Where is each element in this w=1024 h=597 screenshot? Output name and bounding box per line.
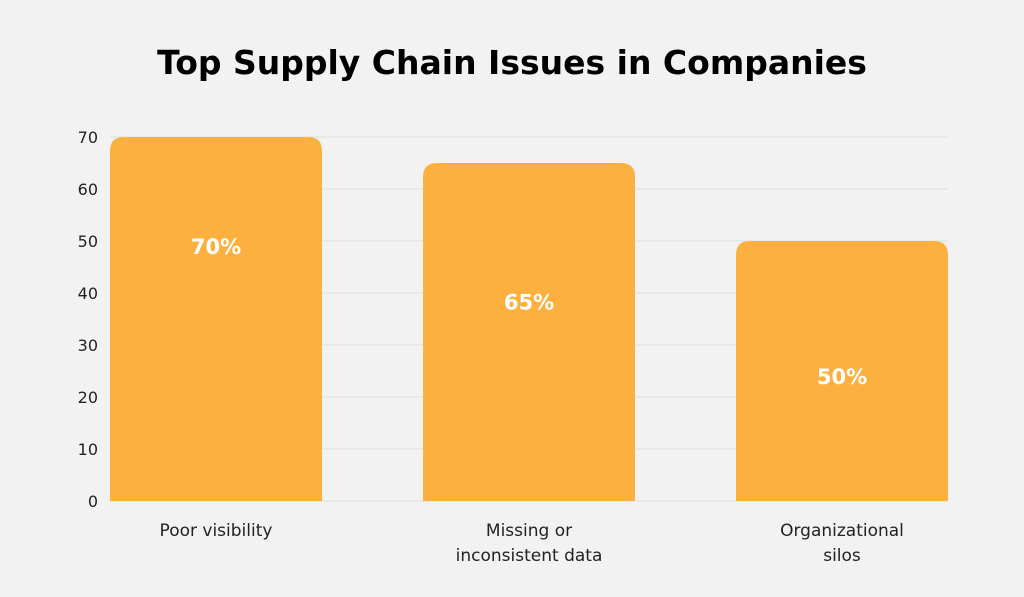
category-label: silos: [823, 546, 861, 566]
bar: [423, 163, 635, 501]
y-tick-label: 60: [78, 180, 98, 199]
chart-title: Top Supply Chain Issues in Companies: [157, 43, 867, 82]
category-label: Poor visibility: [160, 521, 273, 541]
y-tick-label: 40: [78, 284, 98, 303]
category-label: Missing or: [486, 521, 572, 541]
data-label: 65%: [504, 291, 554, 315]
y-tick-label: 0: [88, 492, 98, 511]
y-tick-label: 50: [78, 232, 98, 251]
data-label: 50%: [817, 365, 867, 389]
bar: [110, 137, 322, 501]
y-axis: 0 10 20 30 40 50 60 70: [78, 128, 98, 511]
y-tick-label: 10: [78, 440, 98, 459]
category-label: Organizational: [780, 521, 904, 541]
x-axis: Poor visibility Missing or inconsistent da…: [160, 521, 904, 566]
data-label: 70%: [191, 235, 241, 259]
bar: [736, 241, 948, 501]
y-tick-label: 30: [78, 336, 98, 355]
category-label: inconsistent data: [456, 546, 603, 566]
y-tick-label: 20: [78, 388, 98, 407]
bars: 70% 65% 50%: [110, 137, 948, 501]
y-tick-label: 70: [78, 128, 98, 147]
